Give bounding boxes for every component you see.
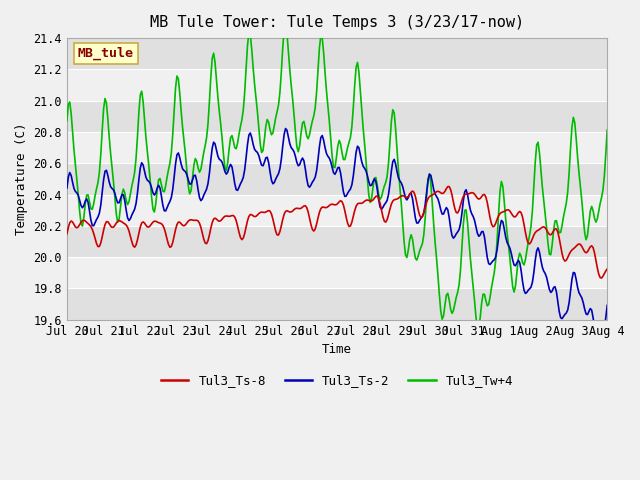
Bar [67,288,607,320]
Bar [67,194,607,226]
Bar [67,70,607,101]
Bar [67,257,607,288]
Bar [67,163,607,194]
Text: MB_tule: MB_tule [77,47,134,60]
Bar [67,38,607,70]
Bar [67,226,607,257]
Title: MB Tule Tower: Tule Temps 3 (3/23/17-now): MB Tule Tower: Tule Temps 3 (3/23/17-now… [150,15,524,30]
Legend: Tul3_Ts-8, Tul3_Ts-2, Tul3_Tw+4: Tul3_Ts-8, Tul3_Ts-2, Tul3_Tw+4 [156,370,518,392]
Bar [67,101,607,132]
Bar [67,132,607,163]
Y-axis label: Temperature (C): Temperature (C) [15,123,28,235]
X-axis label: Time: Time [322,343,352,356]
